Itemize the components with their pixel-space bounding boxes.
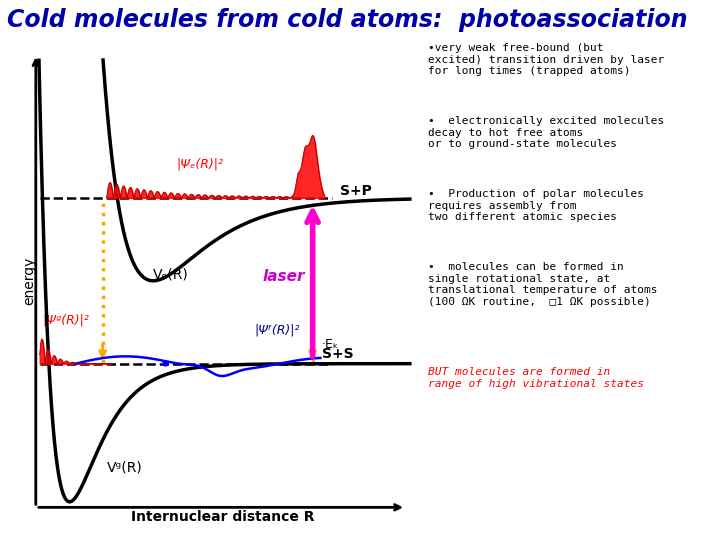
Text: •very weak free-bound (but
excited) transition driven by laser
for long times (t: •very weak free-bound (but excited) tran… [428,43,665,76]
Text: S+S: S+S [323,347,354,361]
Text: energy: energy [22,256,36,305]
Text: BUT molecules are formed in
range of high vibrational states: BUT molecules are formed in range of hig… [428,367,644,389]
Text: |Ψₑ(R)|²: |Ψₑ(R)|² [176,158,223,171]
Text: |Ψᵍ(R)|²: |Ψᵍ(R)|² [42,314,89,327]
Text: •  molecules can be formed in
single rotational state, at
translational temperat: • molecules can be formed in single rota… [428,262,658,307]
Text: Vᵍ(R): Vᵍ(R) [107,461,143,475]
Text: •  electronically excited molecules
decay to hot free atoms
or to ground-state m: • electronically excited molecules decay… [428,116,665,149]
Text: •  Production of polar molecules
requires assembly from
two different atomic spe: • Production of polar molecules requires… [428,189,644,222]
Text: Vₑ(R): Vₑ(R) [153,267,189,281]
Text: ·Eₖ: ·Eₖ [321,338,338,351]
Text: Cold molecules from cold atoms:  photoassociation: Cold molecules from cold atoms: photoass… [7,8,688,32]
Text: Internuclear distance R: Internuclear distance R [132,510,315,524]
Text: |Ψᶠ(R)|²: |Ψᶠ(R)|² [254,323,300,336]
Text: S+P: S+P [340,184,372,198]
Text: laser: laser [262,269,305,284]
